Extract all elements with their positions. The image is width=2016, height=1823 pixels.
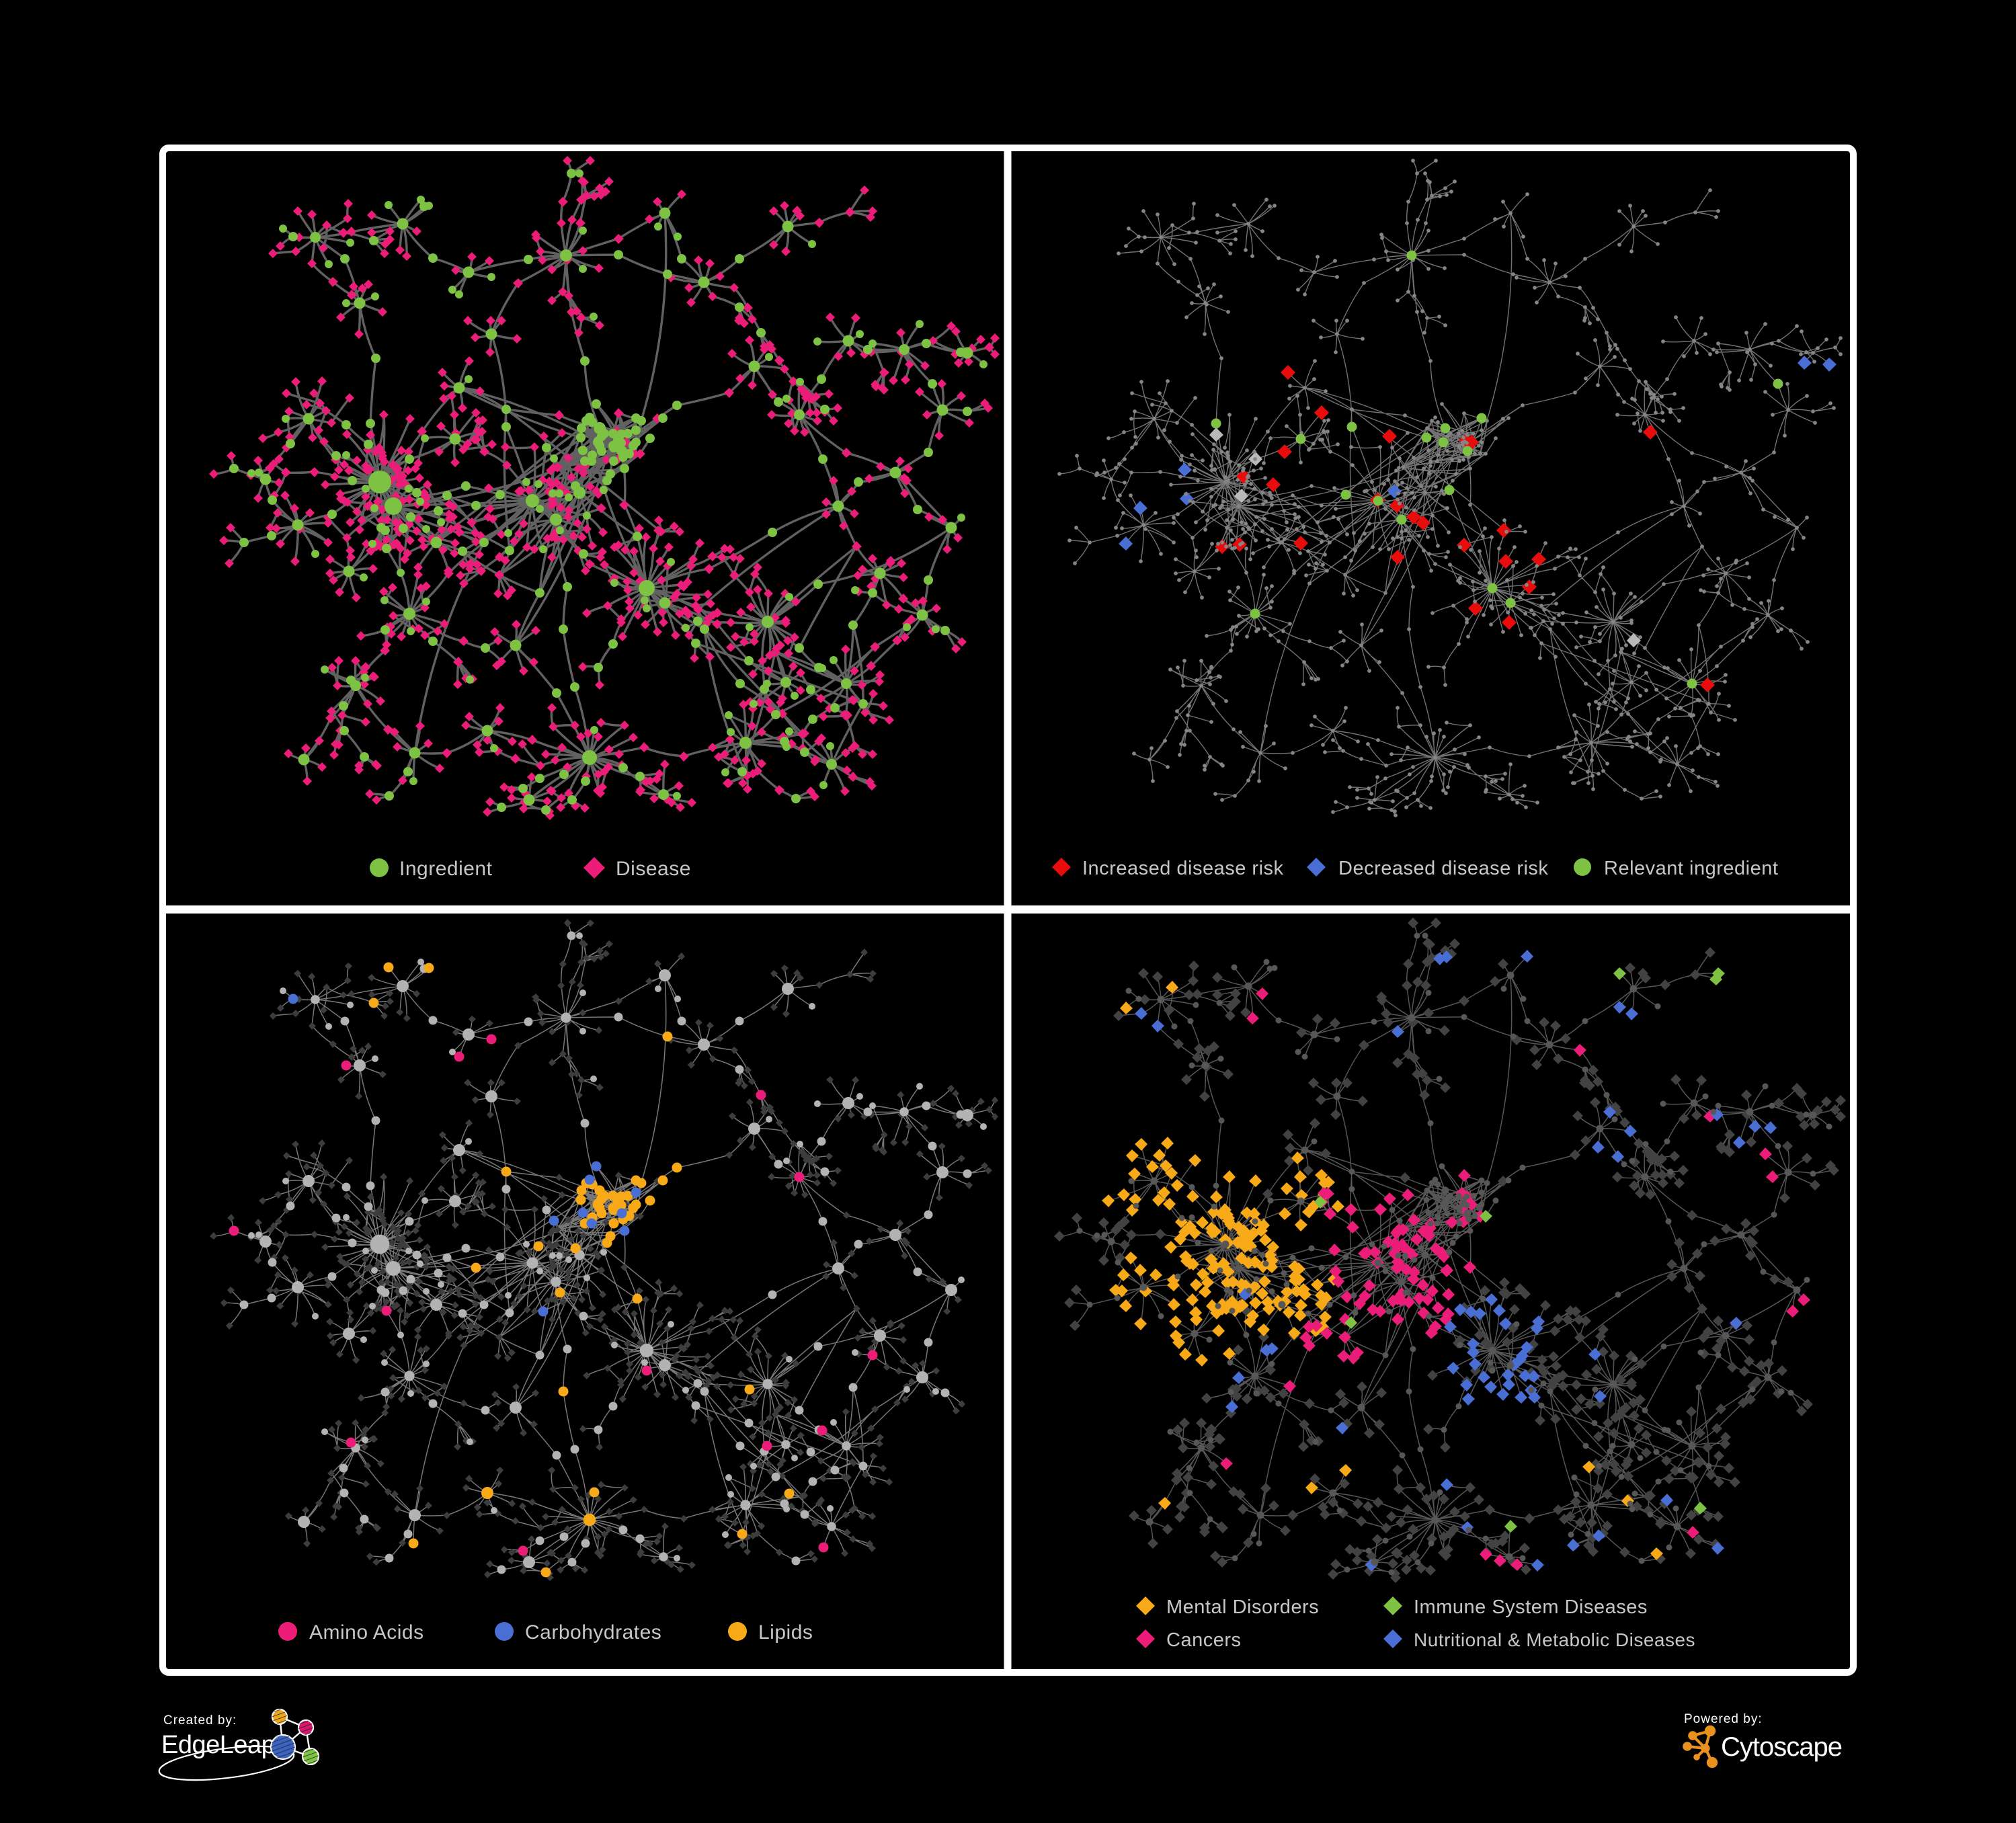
svg-text:Cytoscape: Cytoscape — [1721, 1732, 1842, 1762]
svg-text:Carbohydrates: Carbohydrates — [525, 1621, 661, 1644]
svg-text:Ingredient: Ingredient — [399, 858, 493, 880]
svg-text:Relevant ingredient: Relevant ingredient — [1604, 858, 1778, 879]
svg-text:Increased disease risk: Increased disease risk — [1082, 858, 1284, 879]
svg-text:Lipids: Lipids — [758, 1621, 813, 1644]
svg-text:EdgeLeap: EdgeLeap — [161, 1731, 275, 1759]
svg-text:Mental Disorders: Mental Disorders — [1166, 1596, 1319, 1618]
svg-text:Disease: Disease — [616, 858, 691, 880]
svg-text:Immune System Diseases: Immune System Diseases — [1414, 1596, 1648, 1618]
svg-text:Created by:: Created by: — [163, 1713, 237, 1728]
svg-text:Decreased disease risk: Decreased disease risk — [1338, 858, 1548, 879]
svg-text:Powered by:: Powered by: — [1684, 1712, 1763, 1726]
svg-text:Amino Acids: Amino Acids — [309, 1621, 424, 1644]
svg-text:Cancers: Cancers — [1166, 1629, 1242, 1651]
svg-text:Nutritional & Metabolic Diseas: Nutritional & Metabolic Diseases — [1414, 1629, 1695, 1650]
